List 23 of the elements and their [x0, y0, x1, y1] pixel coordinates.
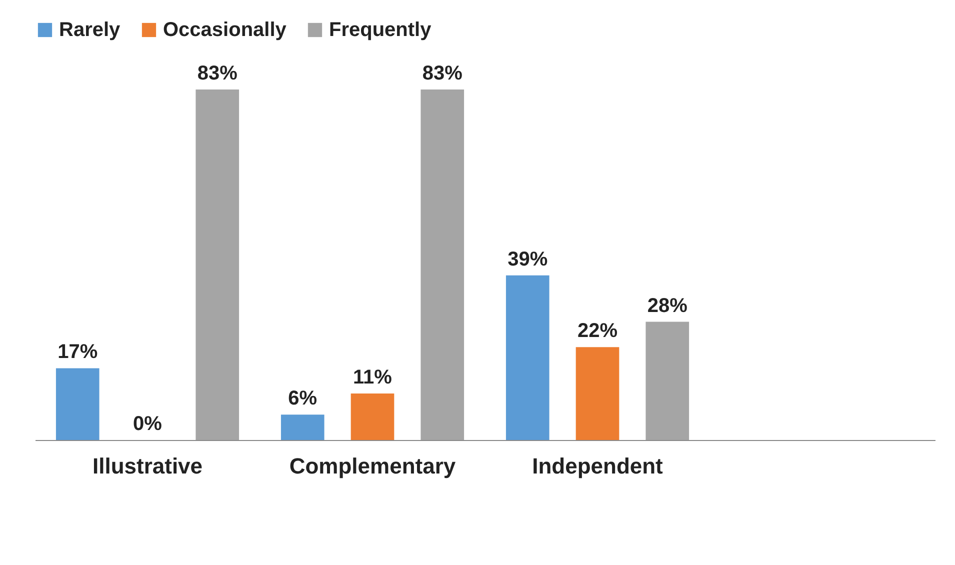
data-label: 83% — [422, 62, 463, 85]
data-label: 83% — [197, 62, 238, 85]
x-tick-label: Complementary — [289, 454, 456, 478]
bar — [646, 322, 690, 440]
data-label: 28% — [647, 294, 688, 317]
bar — [506, 275, 550, 440]
legend-label: Rarely — [59, 19, 122, 41]
legend-label: Occasionally — [163, 19, 288, 41]
bar — [350, 394, 394, 440]
data-label: 39% — [508, 248, 548, 270]
data-label: 17% — [58, 341, 98, 364]
data-label: 6% — [288, 388, 318, 410]
x-tick-label: Independent — [532, 454, 664, 478]
data-label: 11% — [353, 366, 392, 389]
legend-label: Frequently — [329, 19, 432, 41]
x-tick-label: Illustrative — [92, 454, 203, 478]
bar — [56, 368, 100, 440]
bar — [280, 414, 324, 440]
data-label: 22% — [577, 320, 618, 342]
data-label: 0% — [133, 413, 162, 435]
bar — [576, 347, 620, 440]
bar — [196, 90, 240, 440]
bar — [420, 90, 464, 440]
